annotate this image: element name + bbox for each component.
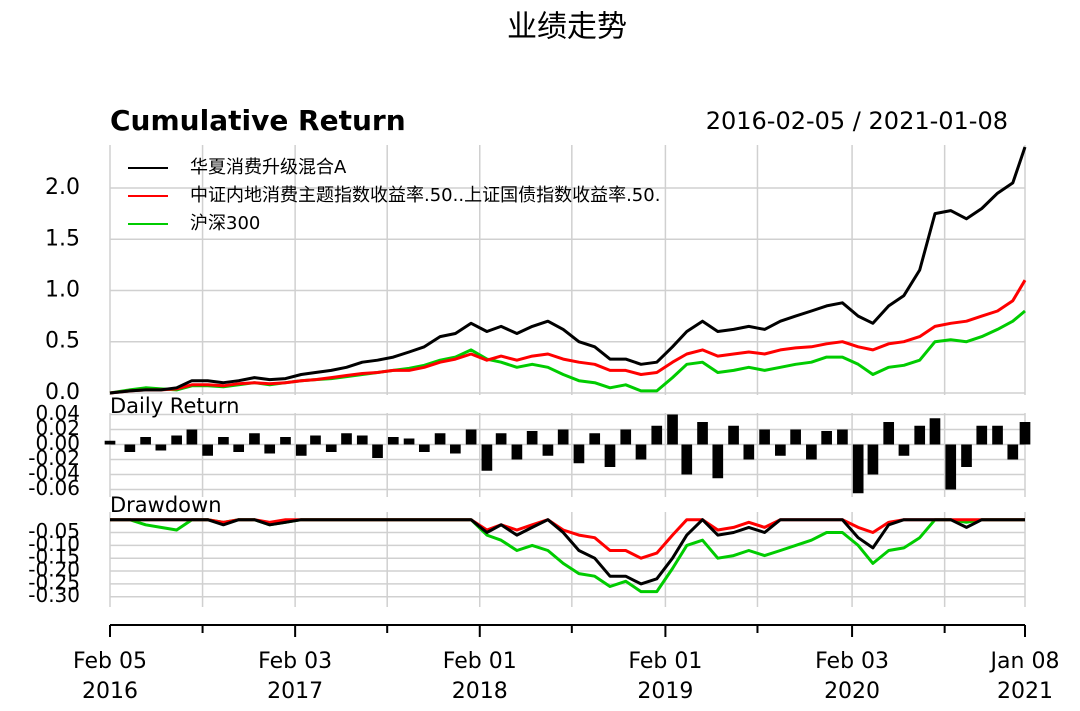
bar: [604, 444, 616, 467]
bar: [992, 425, 1003, 445]
y-tick-label: 0.0: [45, 380, 80, 405]
bar: [759, 429, 770, 445]
bar: [403, 438, 415, 445]
bar: [620, 429, 632, 445]
bar: [511, 444, 523, 460]
legend-label: 华夏消费升级混合A: [190, 157, 347, 178]
bar: [104, 440, 116, 445]
bar: [372, 444, 383, 458]
bar: [526, 431, 538, 445]
y-tick-label: 0.02: [35, 416, 80, 440]
bar: [356, 435, 368, 445]
y-tick-label: -0.02: [28, 446, 80, 470]
x-tick-label: Feb 01 2019: [628, 649, 702, 704]
series-line: [109, 279, 1027, 395]
bar: [898, 444, 910, 456]
bar: [481, 444, 493, 471]
bar: [557, 429, 569, 445]
bar: [218, 437, 229, 445]
bar: [295, 444, 307, 456]
bar: [233, 444, 245, 452]
bar: [961, 444, 972, 467]
bar: [806, 444, 817, 460]
bar: [681, 444, 693, 475]
y-tick-label: -0.04: [28, 461, 80, 485]
bar: [155, 444, 167, 451]
bar: [1007, 444, 1019, 460]
bar: [495, 433, 507, 445]
x-tick-label: Feb 03 2020: [815, 649, 889, 704]
bar: [186, 429, 198, 445]
bar: [728, 425, 739, 445]
bar: [387, 437, 399, 445]
x-tick-label: Jan 08 2021: [989, 649, 1060, 704]
bar: [264, 444, 276, 454]
y-tick-label: 0.00: [35, 431, 80, 455]
x-tick-label: Feb 01 2018: [443, 649, 517, 704]
panel-title: Drawdown: [110, 493, 222, 517]
bar: [310, 435, 321, 445]
x-tick-label: Feb 03 2017: [258, 649, 332, 704]
panel-title: Daily Return: [110, 394, 240, 418]
y-tick-label: -0.10: [28, 532, 80, 556]
bar: [945, 444, 957, 490]
y-tick-label: -0.30: [28, 583, 80, 607]
bar: [202, 444, 213, 456]
bar: [589, 433, 601, 445]
panel-title: Cumulative Return: [110, 104, 406, 137]
bar: [667, 414, 678, 445]
bar: [651, 425, 663, 445]
bar: [434, 433, 446, 445]
bar: [465, 429, 477, 445]
y-tick-label: 0.5: [45, 329, 80, 354]
bar: [867, 444, 879, 475]
bar: [712, 444, 724, 479]
series-line: [109, 309, 1026, 395]
bar: [325, 444, 337, 452]
bar: [743, 444, 755, 460]
bar: [341, 433, 352, 445]
x-tick-label: Feb 05 2016: [73, 649, 147, 704]
bar: [140, 437, 151, 445]
y-tick-label: -0.25: [28, 570, 80, 594]
y-tick-label: 2.0: [45, 175, 80, 200]
bar: [635, 444, 647, 460]
bar: [929, 418, 941, 445]
bar: [124, 444, 136, 452]
y-tick-label: 1.0: [45, 277, 80, 302]
bar: [837, 429, 848, 445]
y-tick-label: -0.06: [28, 476, 80, 500]
bar: [418, 444, 430, 452]
legend-label: 中证内地消费主题指数收益率.50..上证国债指数收益率.50.: [190, 185, 660, 206]
bar: [914, 425, 926, 445]
bar: [573, 444, 585, 464]
bar: [976, 425, 988, 445]
bar: [280, 437, 291, 445]
bar: [883, 422, 895, 445]
y-tick-label: 1.5: [45, 226, 80, 251]
bar: [1019, 422, 1031, 445]
bar: [821, 431, 832, 445]
bar: [852, 444, 864, 494]
bar: [775, 444, 786, 456]
bar: [697, 422, 708, 445]
bar: [249, 433, 260, 445]
panel-subtitle: 2016-02-05 / 2021-01-08: [706, 107, 1008, 135]
y-tick-label: -0.05: [28, 519, 80, 543]
series-line: [110, 518, 1025, 560]
bar: [450, 444, 461, 454]
bar: [542, 444, 554, 456]
series-line: [110, 518, 1025, 586]
bar: [171, 435, 182, 445]
series-line: [109, 146, 1027, 395]
y-tick-label: 0.04: [35, 401, 80, 425]
bar: [790, 429, 801, 445]
legend-label: 沪深300: [190, 213, 260, 234]
y-tick-label: -0.15: [28, 545, 80, 569]
y-tick-label: -0.20: [28, 558, 80, 582]
chart-title: 业绩走势: [507, 10, 627, 45]
